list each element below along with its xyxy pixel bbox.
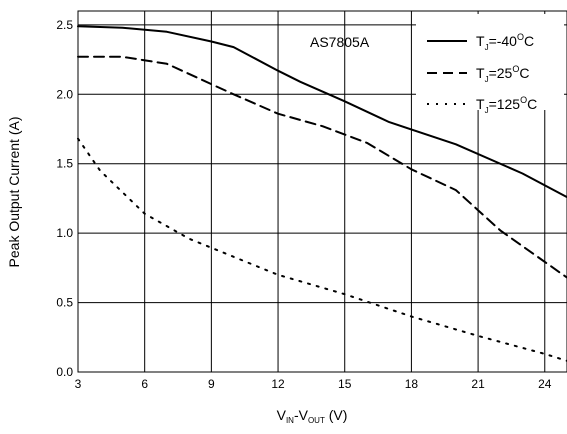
x-tick-label: 12 bbox=[271, 377, 285, 391]
x-axis-label-unit: (V) bbox=[325, 407, 348, 423]
plot-frame bbox=[77, 10, 567, 373]
x-axis-label: VIN-VOUT (V) bbox=[277, 407, 348, 425]
legend-entry-3: TJ=125OC bbox=[476, 95, 537, 115]
x-axis-label-main: V bbox=[277, 407, 287, 423]
tick-labels: 3 6 9 12 15 18 21 24 0.0 0.5 1.0 1.5 2.0 2.5 bbox=[56, 18, 551, 391]
y-axis-label: Peak Output Current (A) bbox=[6, 117, 22, 268]
y-tick-label: 0.5 bbox=[56, 296, 73, 310]
x-tick-label: 15 bbox=[338, 377, 352, 391]
x-tick-label: 24 bbox=[538, 377, 552, 391]
series-line-2 bbox=[77, 55, 567, 279]
legend: TJ=-40OC TJ=25OC TJ=125OC bbox=[427, 32, 537, 115]
y-tick-label: 1.0 bbox=[56, 226, 73, 240]
legend-entry-2: TJ=25OC bbox=[476, 64, 529, 84]
y-tick-label: 1.5 bbox=[56, 157, 73, 171]
legend-entry-1: TJ=-40OC bbox=[476, 32, 534, 52]
x-tick-label: 6 bbox=[141, 377, 148, 391]
series-line-3 bbox=[77, 137, 567, 362]
y-tick-label: 0.0 bbox=[56, 365, 73, 379]
legend-background bbox=[416, 14, 564, 110]
series-lines bbox=[77, 25, 567, 362]
y-tick-label: 2.0 bbox=[56, 87, 73, 101]
chart-annotation: AS7805A bbox=[310, 34, 370, 50]
x-axis-label-mid: -V bbox=[294, 407, 309, 423]
x-axis-label-sub1: IN bbox=[286, 416, 294, 425]
x-tick-label: 18 bbox=[405, 377, 419, 391]
y-tick-label: 2.5 bbox=[56, 18, 73, 32]
x-tick-label: 21 bbox=[471, 377, 485, 391]
series-line-1 bbox=[77, 25, 567, 199]
x-tick-label: 9 bbox=[208, 377, 215, 391]
x-tick-label: 3 bbox=[75, 377, 82, 391]
x-axis-label-sub2: OUT bbox=[308, 416, 325, 425]
